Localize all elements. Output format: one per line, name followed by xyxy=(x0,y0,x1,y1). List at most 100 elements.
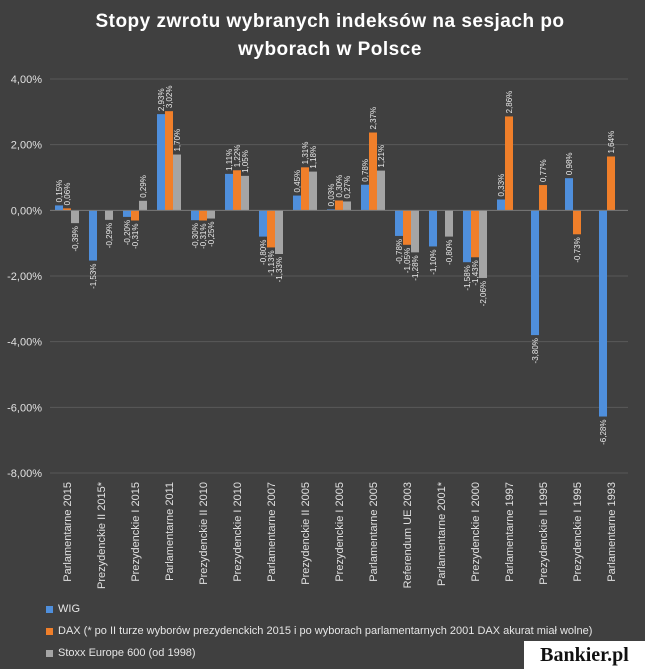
bar-dax xyxy=(267,210,275,248)
data-label-wig: 0,03% xyxy=(327,184,336,207)
bar-stoxx xyxy=(445,210,453,237)
bar-dax xyxy=(165,111,173,211)
data-label-dax: 0,30% xyxy=(335,175,344,198)
category-label: Prezydenckie II 2005 xyxy=(300,482,312,585)
data-label-wig: -0,78% xyxy=(395,239,404,264)
data-label-stoxx: -0,25% xyxy=(207,222,216,247)
data-label-stoxx: 1,05% xyxy=(241,150,250,173)
bar-stoxx xyxy=(309,171,317,211)
x-axis-categories: Parlamentarne 2015 Prezydenckie II 2015* P… xyxy=(62,481,618,589)
data-label-dax: -0,31% xyxy=(199,224,208,249)
y-tick-label: 4,00% xyxy=(11,74,42,86)
data-label-stoxx: 1,70% xyxy=(173,129,182,152)
data-label-wig: 0,15% xyxy=(55,180,64,203)
bar-stoxx xyxy=(139,200,147,211)
bar-wig xyxy=(361,184,369,211)
data-label-dax: -0,31% xyxy=(131,224,140,249)
category-label: Parlamentarne 2005 xyxy=(368,482,380,582)
chart-title-line-2: wyborach w Polsce xyxy=(238,39,422,60)
data-label-dax: 0,06% xyxy=(63,183,72,206)
category-label: Referendum UE 2003 xyxy=(402,482,414,588)
category-label: Prezydenckie II 1995 xyxy=(538,482,550,585)
data-label-dax: 1,22% xyxy=(233,145,242,168)
legend-item-dax: DAX (* po II turze wyborów prezydenckich… xyxy=(46,620,636,642)
data-label-stoxx: 0,27% xyxy=(343,176,352,199)
bar-wig xyxy=(191,210,199,221)
data-label-stoxx: -1,33% xyxy=(275,257,284,282)
data-label-wig: 1,11% xyxy=(225,149,234,171)
data-label-wig: -1,53% xyxy=(89,264,98,289)
category-label: Parlamentarne 2011 xyxy=(164,482,176,581)
bar-dax xyxy=(233,170,241,211)
data-label-stoxx: -0,39% xyxy=(71,226,80,251)
category-label: Prezydenckie II 2010 xyxy=(198,482,210,585)
category-label: Parlamentarne 1997 xyxy=(504,482,516,582)
bar-wig xyxy=(429,210,437,247)
category-label: Prezydenckie I 2015 xyxy=(130,482,142,582)
bar-dax xyxy=(573,210,581,235)
data-label-stoxx: 0,29% xyxy=(139,175,148,198)
bar-wig xyxy=(497,199,505,211)
y-tick-label: 0,00% xyxy=(11,205,42,217)
bar-stoxx xyxy=(377,170,385,211)
legend-swatch-stoxx xyxy=(46,649,53,657)
bar-wig xyxy=(55,205,63,211)
bar-wig xyxy=(531,210,539,336)
y-axis-ticks: 4,00% 2,00% 0,00% -2,00% -4,00% -6,00% -8,00% xyxy=(7,74,42,480)
category-label: Parlamentarne 1993 xyxy=(606,482,618,582)
data-label-wig: 0,33% xyxy=(497,174,506,197)
bar-dax xyxy=(63,208,71,211)
legend: WIG DAX (* po II turze wyborów prezydenc… xyxy=(46,598,636,664)
bar-wig xyxy=(599,210,607,417)
data-label-wig: -6,28% xyxy=(599,420,608,445)
bar-stoxx xyxy=(173,154,181,211)
category-label: Parlamentarne 2001* xyxy=(436,481,448,586)
bar-stoxx xyxy=(71,210,79,224)
bar-dax xyxy=(301,167,309,211)
bars xyxy=(55,111,615,417)
bankier-logo: Bankier.pl xyxy=(524,641,645,669)
category-label: Prezydenckie I 1995 xyxy=(572,482,584,582)
bar-dax xyxy=(403,210,411,245)
data-label-dax: 2,37% xyxy=(369,107,378,130)
bar-dax xyxy=(335,200,343,211)
data-label-dax: 1,64% xyxy=(607,131,616,154)
data-label-stoxx: 1,21% xyxy=(377,145,386,168)
data-label-stoxx: 1,18% xyxy=(309,146,318,169)
data-label-dax: -1,05% xyxy=(403,248,412,273)
chart-title: Stopy zwrotu wybranych indeksów na sesja… xyxy=(30,8,630,64)
legend-item-wig: WIG xyxy=(46,598,636,620)
bar-dax xyxy=(199,210,207,221)
bar-stoxx xyxy=(275,210,283,255)
data-labels: 0,15% -1,53% -0,20% 2,93% -0,30% 1,11% -0,80% 0… xyxy=(55,85,616,444)
data-label-wig: -0,20% xyxy=(123,220,132,245)
chart-title-line-1: Stopy zwrotu wybranych indeksów na sesja… xyxy=(95,11,565,32)
bar-dax xyxy=(471,210,479,258)
y-tick-label: 2,00% xyxy=(11,140,42,152)
category-label: Prezydenckie I 2005 xyxy=(334,482,346,582)
category-label: Parlamentarne 2015 xyxy=(62,482,74,582)
category-label: Parlamentarne 2007 xyxy=(266,482,278,582)
data-label-dax: -0,73% xyxy=(573,237,582,262)
bar-wig xyxy=(123,210,131,217)
data-label-wig: 0,98% xyxy=(565,152,574,175)
bar-stoxx xyxy=(479,210,487,278)
legend-label-stoxx: Stoxx Europe 600 (od 1998) xyxy=(58,647,196,659)
data-label-stoxx: -1,28% xyxy=(411,255,420,280)
y-tick-label: -2,00% xyxy=(7,271,42,283)
category-label: Prezydenckie I 2000 xyxy=(470,482,482,582)
bar-dax xyxy=(131,210,139,221)
bar-stoxx xyxy=(411,210,419,253)
data-label-dax: -1,13% xyxy=(267,250,276,275)
data-label-wig: -1,58% xyxy=(463,265,472,290)
legend-item-stoxx: Stoxx Europe 600 (od 1998) xyxy=(46,642,636,664)
category-label: Prezydenckie II 2015* xyxy=(96,481,108,589)
data-label-wig: 0,45% xyxy=(293,170,302,193)
bar-wig xyxy=(395,210,403,236)
data-label-dax: 3,02% xyxy=(165,85,174,108)
legend-swatch-wig xyxy=(46,605,53,613)
data-label-wig: 0,78% xyxy=(361,159,370,182)
data-label-dax: 2,86% xyxy=(505,91,514,114)
